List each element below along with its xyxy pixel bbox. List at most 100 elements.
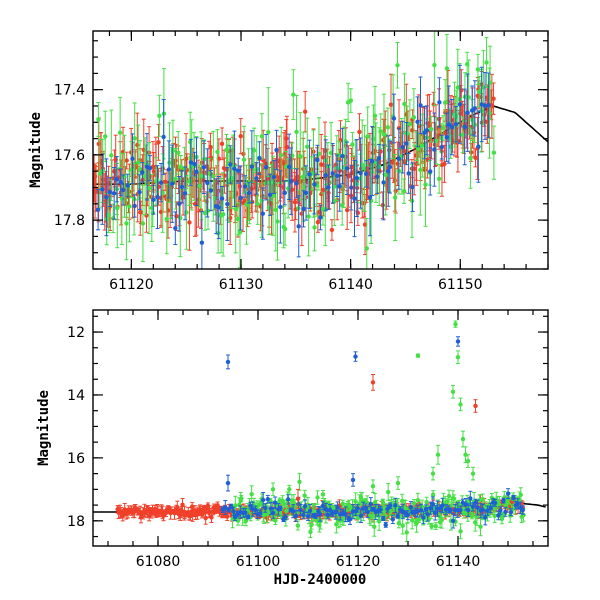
blue-data-point <box>179 170 185 204</box>
data-point-marker <box>215 149 220 155</box>
green-data-point <box>160 153 165 233</box>
x-tick-label: 61120 <box>109 277 154 293</box>
data-point-marker <box>387 164 393 170</box>
data-point-marker <box>164 216 169 222</box>
data-point-marker <box>311 171 316 176</box>
blue-data-point <box>249 130 255 204</box>
data-point-marker <box>118 179 123 185</box>
green-data-point <box>432 31 437 106</box>
data-point-marker <box>291 92 296 97</box>
data-point-marker <box>321 187 326 193</box>
blue-data-point <box>232 130 237 207</box>
data-point-marker <box>334 173 340 178</box>
green-data-point <box>350 132 355 158</box>
data-point-marker <box>292 200 298 205</box>
data-point-marker <box>166 167 172 172</box>
data-point-marker <box>339 203 345 208</box>
data-point-marker <box>238 195 243 201</box>
data-point-marker <box>402 101 407 107</box>
blue-data-point <box>199 211 205 269</box>
data-point-marker <box>237 230 243 235</box>
blue-data-point <box>344 141 350 196</box>
data-point-marker <box>465 110 470 115</box>
data-point-marker <box>176 150 181 155</box>
data-point-marker <box>340 153 345 159</box>
green-data-point <box>440 115 446 141</box>
data-point-marker <box>157 113 162 119</box>
data-point-marker <box>197 183 202 189</box>
green-data-point <box>407 99 413 149</box>
green-data-point <box>211 130 216 222</box>
data-point-marker <box>158 180 164 185</box>
data-point-marker <box>173 226 178 231</box>
data-point-marker <box>476 89 482 94</box>
data-point-marker <box>372 113 378 119</box>
data-point-marker <box>437 100 442 105</box>
blue-data-point <box>432 112 437 187</box>
blue-data-point <box>404 122 409 166</box>
data-point-marker <box>151 169 156 174</box>
data-point-marker <box>479 102 484 107</box>
data-point-marker <box>473 155 478 161</box>
data-point-marker <box>344 166 350 171</box>
data-point-marker <box>260 211 266 216</box>
data-point-marker <box>151 197 156 202</box>
blue-data-point <box>182 166 188 221</box>
x-tick-label: 61140 <box>328 277 373 293</box>
data-point-marker <box>189 504 195 509</box>
data-point-marker <box>282 190 288 196</box>
data-point-marker <box>491 150 497 155</box>
data-point-marker <box>271 174 277 180</box>
blue-data-point <box>216 175 222 240</box>
data-point-marker <box>205 180 210 186</box>
blue-data-point <box>194 137 199 207</box>
data-point-marker <box>100 187 105 192</box>
data-point-marker <box>140 170 145 175</box>
data-point-marker <box>462 124 467 130</box>
green-data-point <box>235 202 241 236</box>
data-point-marker <box>266 205 272 211</box>
blue-data-point <box>125 173 130 198</box>
data-point-marker <box>460 132 465 138</box>
data-point-marker <box>301 206 306 212</box>
data-point-marker <box>444 135 449 140</box>
data-point-marker <box>418 103 423 108</box>
data-point-marker <box>388 102 394 107</box>
data-point-marker <box>161 134 166 140</box>
blue-data-point <box>428 147 433 196</box>
blue-data-point <box>370 126 375 197</box>
y-tick-label: 17.8 <box>54 213 85 229</box>
blue-data-point <box>118 168 123 196</box>
data-point-marker <box>242 184 248 189</box>
data-point-marker <box>472 106 478 111</box>
data-point-marker <box>201 165 207 170</box>
red-data-point <box>329 219 335 241</box>
green-data-point <box>132 102 137 175</box>
data-point-marker <box>404 141 409 146</box>
data-point-marker <box>103 134 108 139</box>
data-point-marker <box>224 514 230 519</box>
data-point-marker <box>129 167 134 172</box>
data-point-marker <box>329 227 335 233</box>
data-point-marker <box>125 183 130 188</box>
data-point-marker <box>396 156 402 161</box>
blue-data-point <box>312 154 317 215</box>
blue-data-point <box>376 143 382 173</box>
blue-data-point <box>410 162 415 212</box>
blue-data-point <box>271 159 277 195</box>
blue-data-point <box>479 66 484 143</box>
data-point-marker <box>424 128 430 133</box>
green-data-point <box>244 164 249 245</box>
data-point-marker <box>305 144 310 149</box>
blue-data-point <box>161 99 166 175</box>
red-data-point <box>238 118 243 155</box>
data-point-marker <box>348 98 354 103</box>
green-data-point <box>275 182 280 261</box>
data-point-marker <box>109 153 114 158</box>
data-point-marker <box>175 505 180 510</box>
green-data-point <box>109 109 114 202</box>
data-point-marker <box>241 151 246 157</box>
blue-data-point <box>205 148 210 218</box>
blue-data-point <box>307 139 312 209</box>
